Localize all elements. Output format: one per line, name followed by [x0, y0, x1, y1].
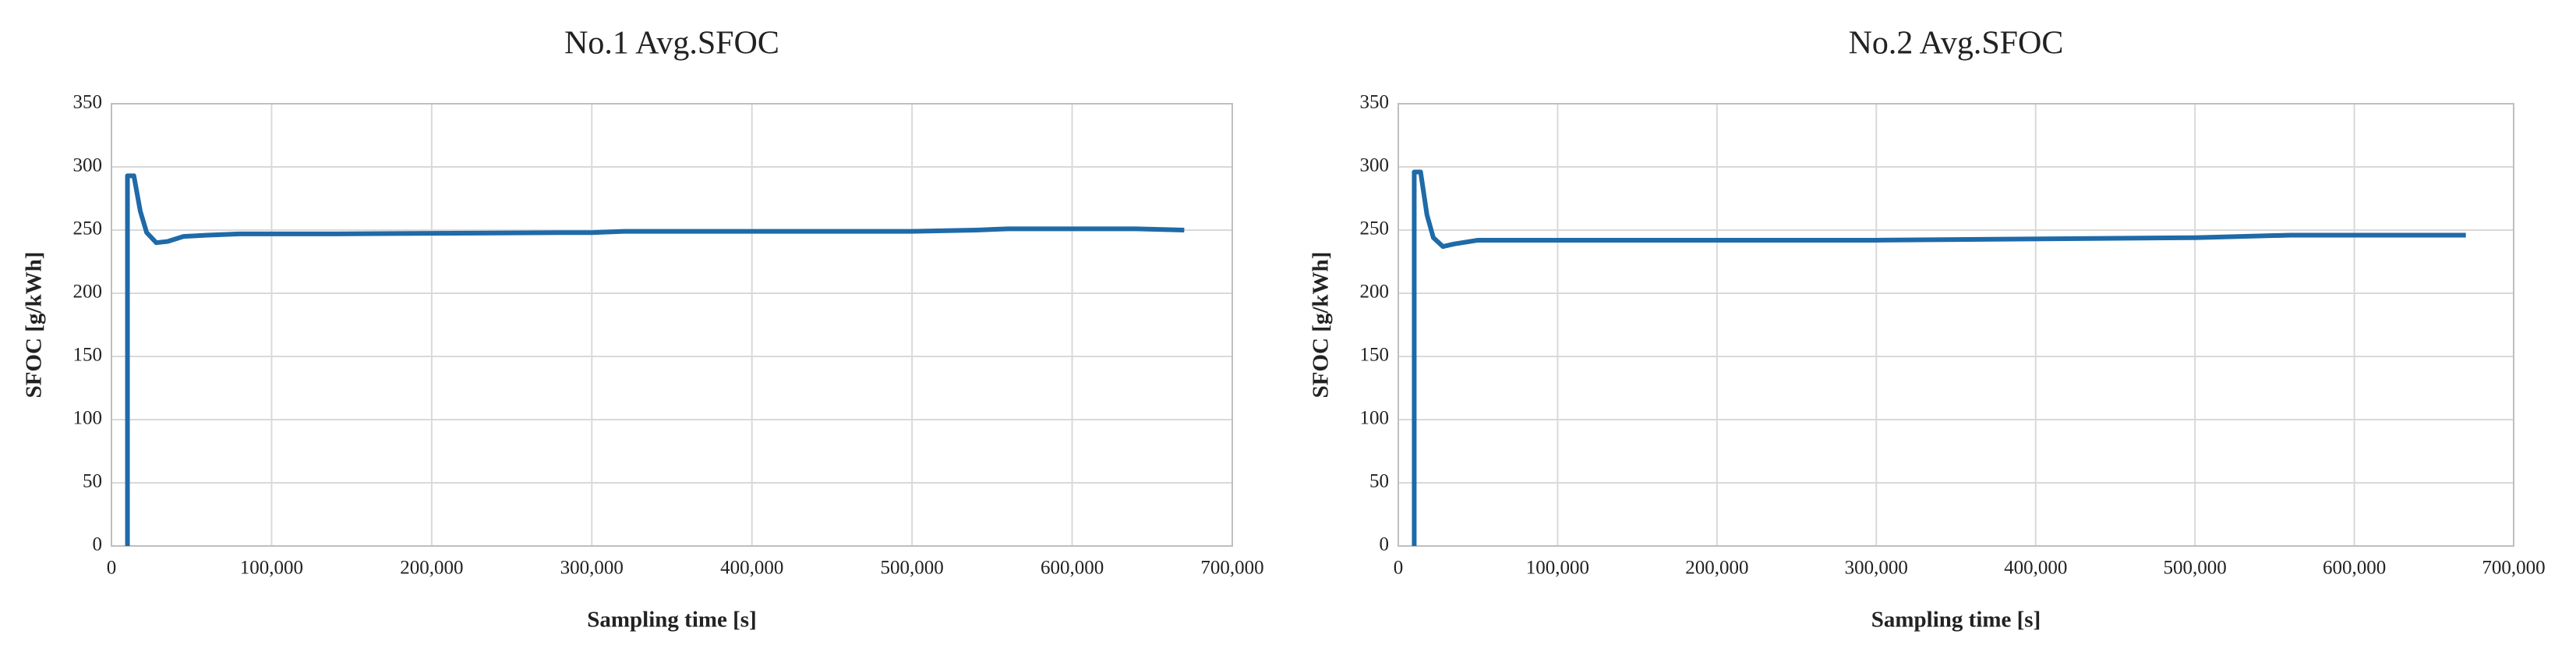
y-tick-label: 150	[73, 345, 103, 366]
x-tick-label: 200,000	[1685, 558, 1748, 579]
y-tick-label: 300	[73, 155, 103, 176]
y-axis-label: SFOC [g/kWh]	[22, 252, 47, 399]
plot-border	[1398, 103, 2514, 547]
x-tick-label: 300,000	[560, 558, 624, 579]
y-tick-label: 50	[83, 471, 102, 492]
y-tick-label: 350	[1360, 92, 1390, 113]
y-tick-label: 100	[73, 408, 103, 429]
x-axis-label: Sampling time [s]	[587, 608, 757, 633]
data-line	[1412, 169, 2466, 546]
x-tick-label: 500,000	[2164, 558, 2227, 579]
y-tick-label: 100	[1360, 408, 1390, 429]
chart-title: No.1 Avg.SFOC	[564, 26, 779, 62]
x-tick-label: 100,000	[1526, 558, 1589, 579]
y-tick-label: 50	[1369, 471, 1389, 492]
x-tick-label: 0	[107, 558, 117, 579]
y-tick-label: 200	[1360, 282, 1390, 303]
plot-border	[111, 103, 1233, 547]
y-tick-label: 300	[1360, 155, 1390, 176]
y-tick-label: 250	[1360, 218, 1390, 239]
x-tick-label: 0	[1394, 558, 1404, 579]
chart-title: No.2 Avg.SFOC	[1849, 26, 2064, 62]
x-tick-label: 400,000	[2004, 558, 2067, 579]
y-tick-label: 0	[1380, 534, 1390, 555]
x-tick-label: 700,000	[2482, 558, 2545, 579]
x-tick-label: 200,000	[400, 558, 463, 579]
x-tick-label: 600,000	[2323, 558, 2386, 579]
x-axis-label: Sampling time [s]	[1871, 608, 2041, 633]
x-tick-label: 500,000	[881, 558, 944, 579]
x-tick-label: 600,000	[1041, 558, 1104, 579]
x-tick-label: 700,000	[1200, 558, 1263, 579]
data-line	[125, 173, 1185, 546]
y-tick-label: 0	[93, 534, 103, 555]
y-tick-label: 150	[1360, 345, 1390, 366]
y-tick-label: 350	[73, 92, 103, 113]
x-tick-label: 400,000	[720, 558, 783, 579]
y-tick-label: 250	[73, 218, 103, 239]
x-tick-label: 300,000	[1845, 558, 1908, 579]
y-tick-label: 200	[73, 282, 103, 303]
y-axis-label: SFOC [g/kWh]	[1309, 252, 1334, 399]
x-tick-label: 100,000	[240, 558, 303, 579]
